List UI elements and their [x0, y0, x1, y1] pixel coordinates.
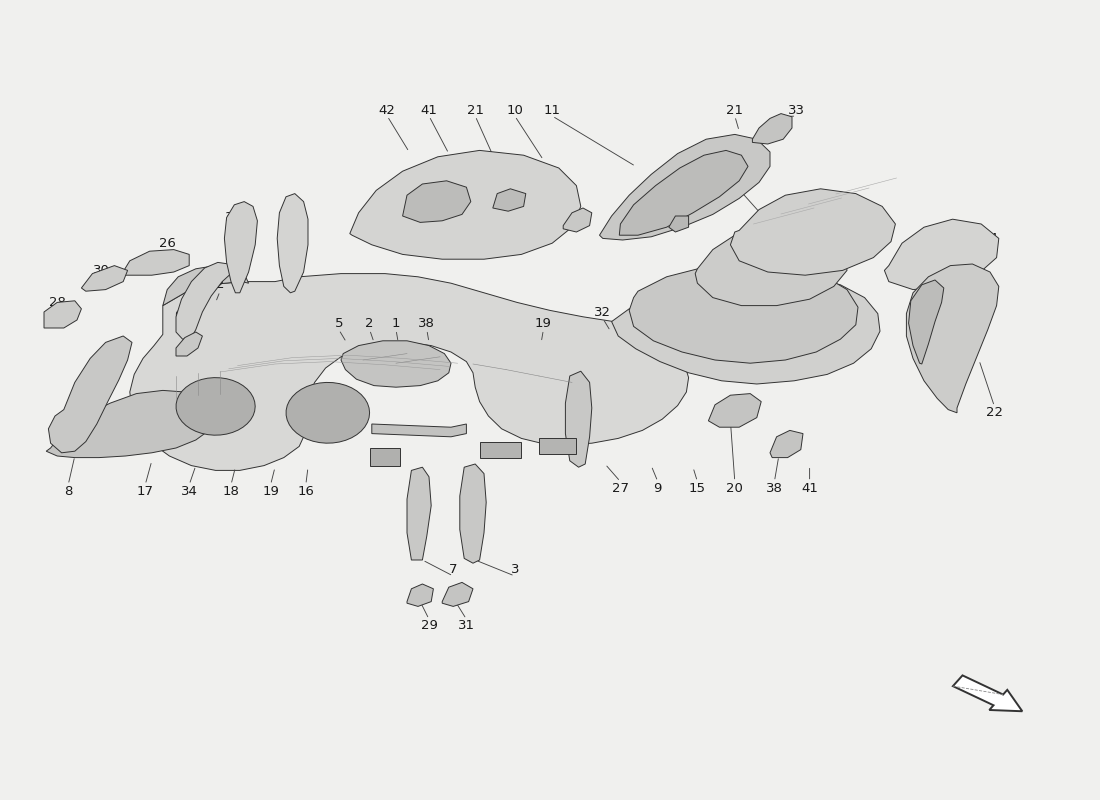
Polygon shape	[442, 582, 473, 606]
Polygon shape	[130, 274, 689, 470]
Text: 34: 34	[180, 485, 198, 498]
Text: 41: 41	[420, 104, 438, 117]
Text: 30: 30	[92, 264, 110, 277]
Polygon shape	[619, 150, 748, 235]
Text: 41: 41	[801, 482, 818, 494]
Polygon shape	[81, 266, 128, 291]
Text: 20: 20	[726, 482, 744, 494]
Text: 27: 27	[612, 482, 629, 494]
Polygon shape	[695, 227, 847, 306]
Text: 13: 13	[939, 232, 957, 245]
Polygon shape	[176, 378, 255, 435]
Polygon shape	[370, 448, 400, 466]
Polygon shape	[493, 189, 526, 211]
Text: 18: 18	[222, 485, 240, 498]
Text: 19: 19	[535, 317, 552, 330]
Polygon shape	[669, 216, 689, 232]
Text: 15: 15	[689, 482, 706, 494]
Polygon shape	[163, 266, 249, 306]
Text: 42: 42	[378, 104, 396, 117]
Polygon shape	[176, 262, 235, 339]
Text: 5: 5	[334, 317, 343, 330]
Text: 12: 12	[733, 179, 750, 192]
Polygon shape	[884, 219, 999, 290]
Text: 10: 10	[506, 104, 524, 117]
Text: 14: 14	[981, 232, 999, 245]
Text: 33: 33	[788, 104, 805, 117]
Polygon shape	[565, 371, 592, 467]
Text: 6: 6	[174, 309, 183, 322]
Text: 39: 39	[224, 211, 242, 224]
Text: 22: 22	[986, 406, 1003, 419]
Text: 16: 16	[297, 485, 315, 498]
Text: 2: 2	[216, 278, 224, 291]
Polygon shape	[277, 194, 308, 293]
Polygon shape	[121, 250, 189, 275]
Polygon shape	[403, 181, 471, 222]
Polygon shape	[341, 341, 451, 387]
Polygon shape	[909, 280, 944, 364]
Polygon shape	[629, 262, 858, 363]
Text: 26: 26	[158, 237, 176, 250]
Polygon shape	[460, 464, 486, 563]
Text: 17: 17	[136, 485, 154, 498]
Polygon shape	[407, 584, 433, 606]
Text: 21: 21	[726, 104, 744, 117]
Text: 38: 38	[418, 317, 436, 330]
Text: 28: 28	[48, 296, 66, 309]
Polygon shape	[770, 430, 803, 458]
Polygon shape	[286, 382, 370, 443]
Polygon shape	[372, 424, 466, 437]
Text: 7: 7	[449, 563, 458, 576]
Polygon shape	[224, 202, 257, 293]
Text: 29: 29	[420, 619, 438, 632]
Polygon shape	[612, 274, 880, 384]
Polygon shape	[350, 150, 581, 259]
Polygon shape	[176, 332, 202, 356]
Text: 2: 2	[365, 317, 374, 330]
Text: 3: 3	[510, 563, 519, 576]
Polygon shape	[480, 442, 521, 458]
Polygon shape	[752, 114, 792, 144]
Text: 1: 1	[392, 317, 400, 330]
Polygon shape	[600, 134, 770, 240]
Text: 19: 19	[262, 485, 279, 498]
Text: 11: 11	[543, 104, 561, 117]
Text: 32: 32	[594, 306, 612, 318]
Text: 8: 8	[64, 485, 73, 498]
Polygon shape	[708, 394, 761, 427]
Text: 4: 4	[290, 211, 299, 224]
Polygon shape	[46, 390, 216, 458]
Polygon shape	[407, 467, 431, 560]
Text: 31: 31	[458, 619, 475, 632]
Text: 38: 38	[766, 482, 783, 494]
Text: 21: 21	[466, 104, 484, 117]
Polygon shape	[539, 438, 576, 454]
Polygon shape	[730, 189, 895, 275]
Polygon shape	[563, 208, 592, 232]
Polygon shape	[953, 675, 1022, 711]
Polygon shape	[44, 301, 81, 328]
Polygon shape	[906, 264, 999, 413]
Polygon shape	[48, 336, 132, 453]
Text: 9: 9	[653, 482, 662, 494]
